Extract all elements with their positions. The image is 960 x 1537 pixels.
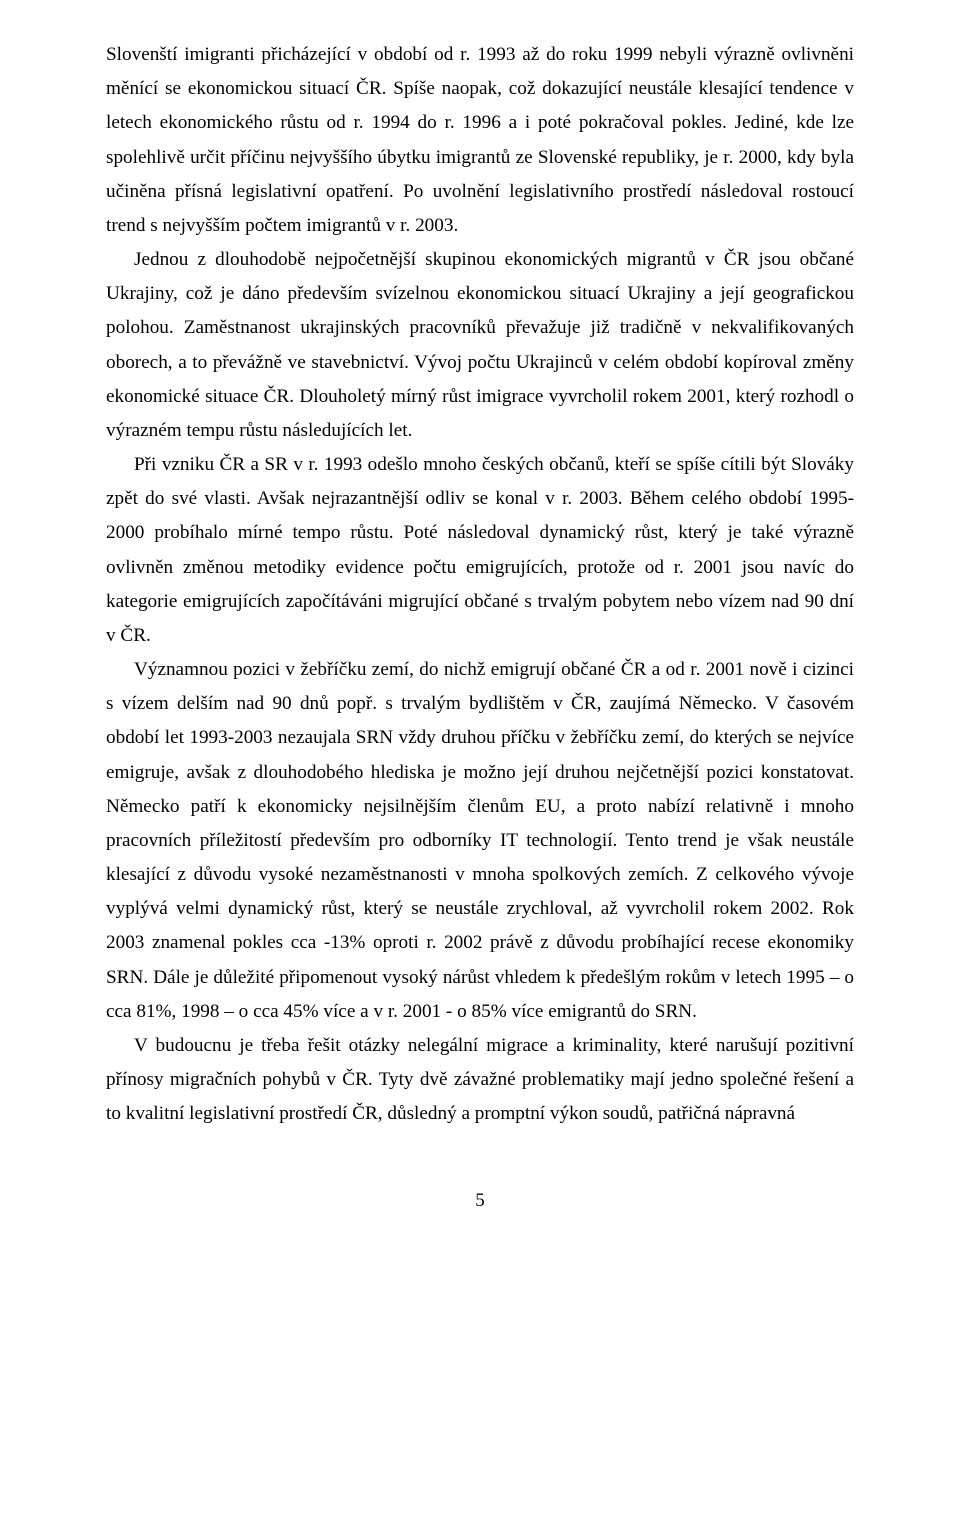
paragraph-4: Významnou pozici v žebříčku zemí, do nic… xyxy=(106,653,854,1029)
paragraph-1: Slovenští imigranti přicházející v obdob… xyxy=(106,38,854,243)
paragraph-5: V budoucnu je třeba řešit otázky nelegál… xyxy=(106,1029,854,1132)
page-number: 5 xyxy=(106,1184,854,1218)
paragraph-2: Jednou z dlouhodobě nejpočetnější skupin… xyxy=(106,243,854,448)
paragraph-3: Při vzniku ČR a SR v r. 1993 odešlo mnoh… xyxy=(106,448,854,653)
document-page: Slovenští imigranti přicházející v obdob… xyxy=(0,0,960,1537)
